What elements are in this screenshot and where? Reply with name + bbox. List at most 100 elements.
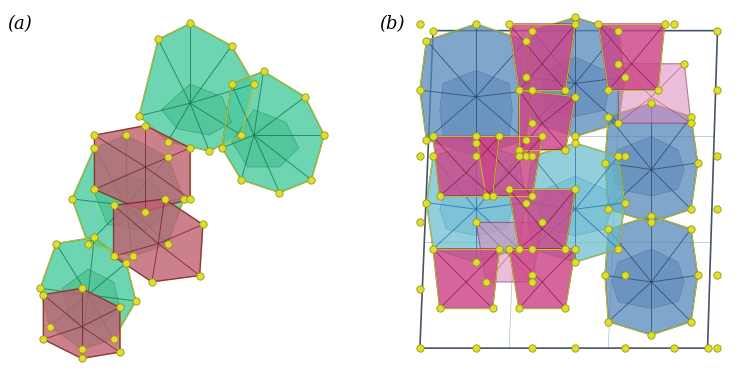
Point: [645, 219, 657, 225]
Point: [257, 68, 269, 74]
Point: [569, 134, 581, 140]
Point: [427, 134, 439, 140]
Point: [427, 153, 439, 159]
Point: [526, 193, 538, 199]
Point: [433, 305, 445, 311]
Polygon shape: [598, 24, 664, 90]
Polygon shape: [62, 269, 120, 327]
Point: [158, 196, 170, 202]
Point: [712, 206, 724, 212]
Point: [470, 259, 482, 265]
Point: [560, 147, 572, 153]
Point: [76, 346, 88, 352]
Point: [226, 43, 238, 49]
Point: [107, 336, 119, 342]
Point: [178, 196, 190, 202]
Point: [569, 21, 581, 27]
Point: [560, 305, 572, 311]
Point: [421, 200, 433, 206]
Point: [216, 145, 228, 151]
Polygon shape: [542, 57, 608, 117]
Point: [685, 319, 697, 325]
Point: [414, 286, 426, 292]
Point: [427, 246, 439, 252]
Point: [712, 87, 724, 93]
Point: [569, 345, 581, 351]
Point: [520, 74, 532, 80]
Polygon shape: [420, 24, 532, 156]
Point: [526, 279, 538, 285]
Point: [619, 272, 631, 278]
Point: [536, 134, 548, 140]
Polygon shape: [612, 136, 685, 196]
Point: [38, 292, 50, 298]
Point: [645, 332, 657, 338]
Point: [318, 132, 330, 138]
Point: [107, 254, 119, 260]
Point: [414, 345, 426, 351]
Point: [120, 260, 132, 266]
Point: [503, 186, 515, 192]
Polygon shape: [94, 173, 168, 231]
Point: [526, 246, 538, 252]
Point: [526, 345, 538, 351]
Point: [421, 137, 433, 143]
Point: [88, 186, 101, 192]
Point: [480, 279, 492, 285]
Point: [612, 61, 624, 67]
Point: [427, 28, 439, 34]
Point: [133, 113, 145, 119]
Point: [305, 177, 317, 183]
Point: [602, 206, 614, 212]
Point: [146, 279, 158, 285]
Polygon shape: [605, 104, 698, 222]
Point: [494, 246, 506, 252]
Point: [569, 259, 581, 265]
Polygon shape: [618, 64, 691, 123]
Point: [685, 114, 697, 120]
Point: [226, 81, 238, 87]
Point: [685, 226, 697, 232]
Point: [38, 336, 50, 342]
Point: [602, 226, 614, 232]
Polygon shape: [605, 216, 698, 335]
Point: [526, 153, 538, 159]
Point: [184, 196, 196, 202]
Point: [50, 241, 62, 247]
Polygon shape: [509, 24, 575, 90]
Point: [599, 272, 611, 278]
Polygon shape: [139, 24, 254, 151]
Point: [480, 193, 492, 199]
Point: [526, 87, 538, 93]
Point: [569, 94, 581, 100]
Point: [236, 177, 248, 183]
Point: [513, 246, 525, 252]
Point: [569, 14, 581, 20]
Polygon shape: [519, 90, 575, 150]
Polygon shape: [612, 249, 685, 308]
Point: [602, 319, 614, 325]
Point: [602, 87, 614, 93]
Point: [162, 138, 174, 144]
Point: [612, 246, 624, 252]
Polygon shape: [526, 17, 625, 136]
Point: [414, 153, 426, 159]
Point: [236, 132, 248, 138]
Point: [645, 100, 657, 106]
Point: [76, 285, 88, 291]
Point: [470, 140, 482, 146]
Point: [685, 206, 697, 212]
Point: [668, 345, 680, 351]
Point: [520, 153, 532, 159]
Point: [692, 160, 703, 166]
Point: [184, 145, 196, 151]
Point: [88, 132, 101, 138]
Point: [560, 87, 572, 93]
Point: [513, 153, 525, 159]
Polygon shape: [72, 135, 184, 256]
Text: (b): (b): [379, 15, 404, 33]
Point: [88, 234, 101, 240]
Point: [76, 356, 88, 362]
Polygon shape: [40, 237, 136, 349]
Point: [560, 246, 572, 252]
